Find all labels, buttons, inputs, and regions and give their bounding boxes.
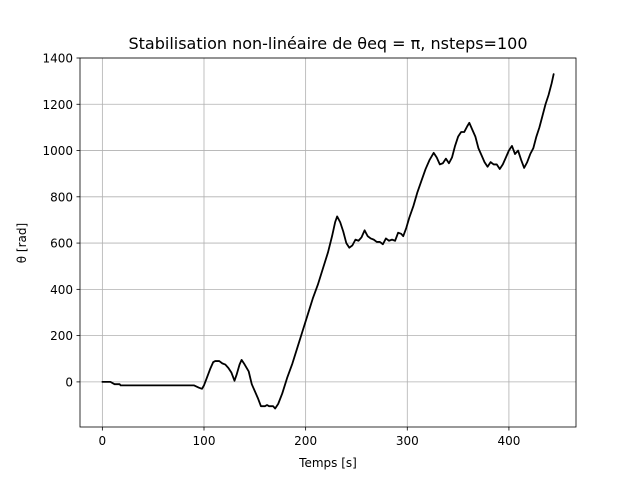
y-tick-label: 1200 [42,98,73,112]
y-tick-label: 1000 [42,144,73,158]
y-tick-label: 400 [50,283,73,297]
x-axis-ticks: 0 100 200 300 400 [99,427,520,448]
y-axis-ticks: 0 200 400 600 800 1000 1200 1400 [42,52,80,389]
series-line [101,73,555,410]
y-tick-label: 0 [65,375,73,389]
x-tick-label: 300 [396,434,419,448]
y-tick-label: 800 [50,190,73,204]
y-tick-label: 600 [50,237,73,251]
x-tick-label: 400 [497,434,520,448]
y-tick-label: 1400 [42,52,73,66]
x-axis-label: Temps [s] [298,456,357,470]
x-tick-label: 200 [294,434,317,448]
x-tick-label: 100 [193,434,216,448]
plot-area-frame [79,57,577,428]
y-axis-label: θ [rad] [15,223,29,263]
x-tick-label: 0 [99,434,107,448]
y-tick-label: 200 [50,329,73,343]
series-layer [101,73,555,410]
chart-title: Stabilisation non-linéaire de θeq = π, n… [128,34,527,53]
